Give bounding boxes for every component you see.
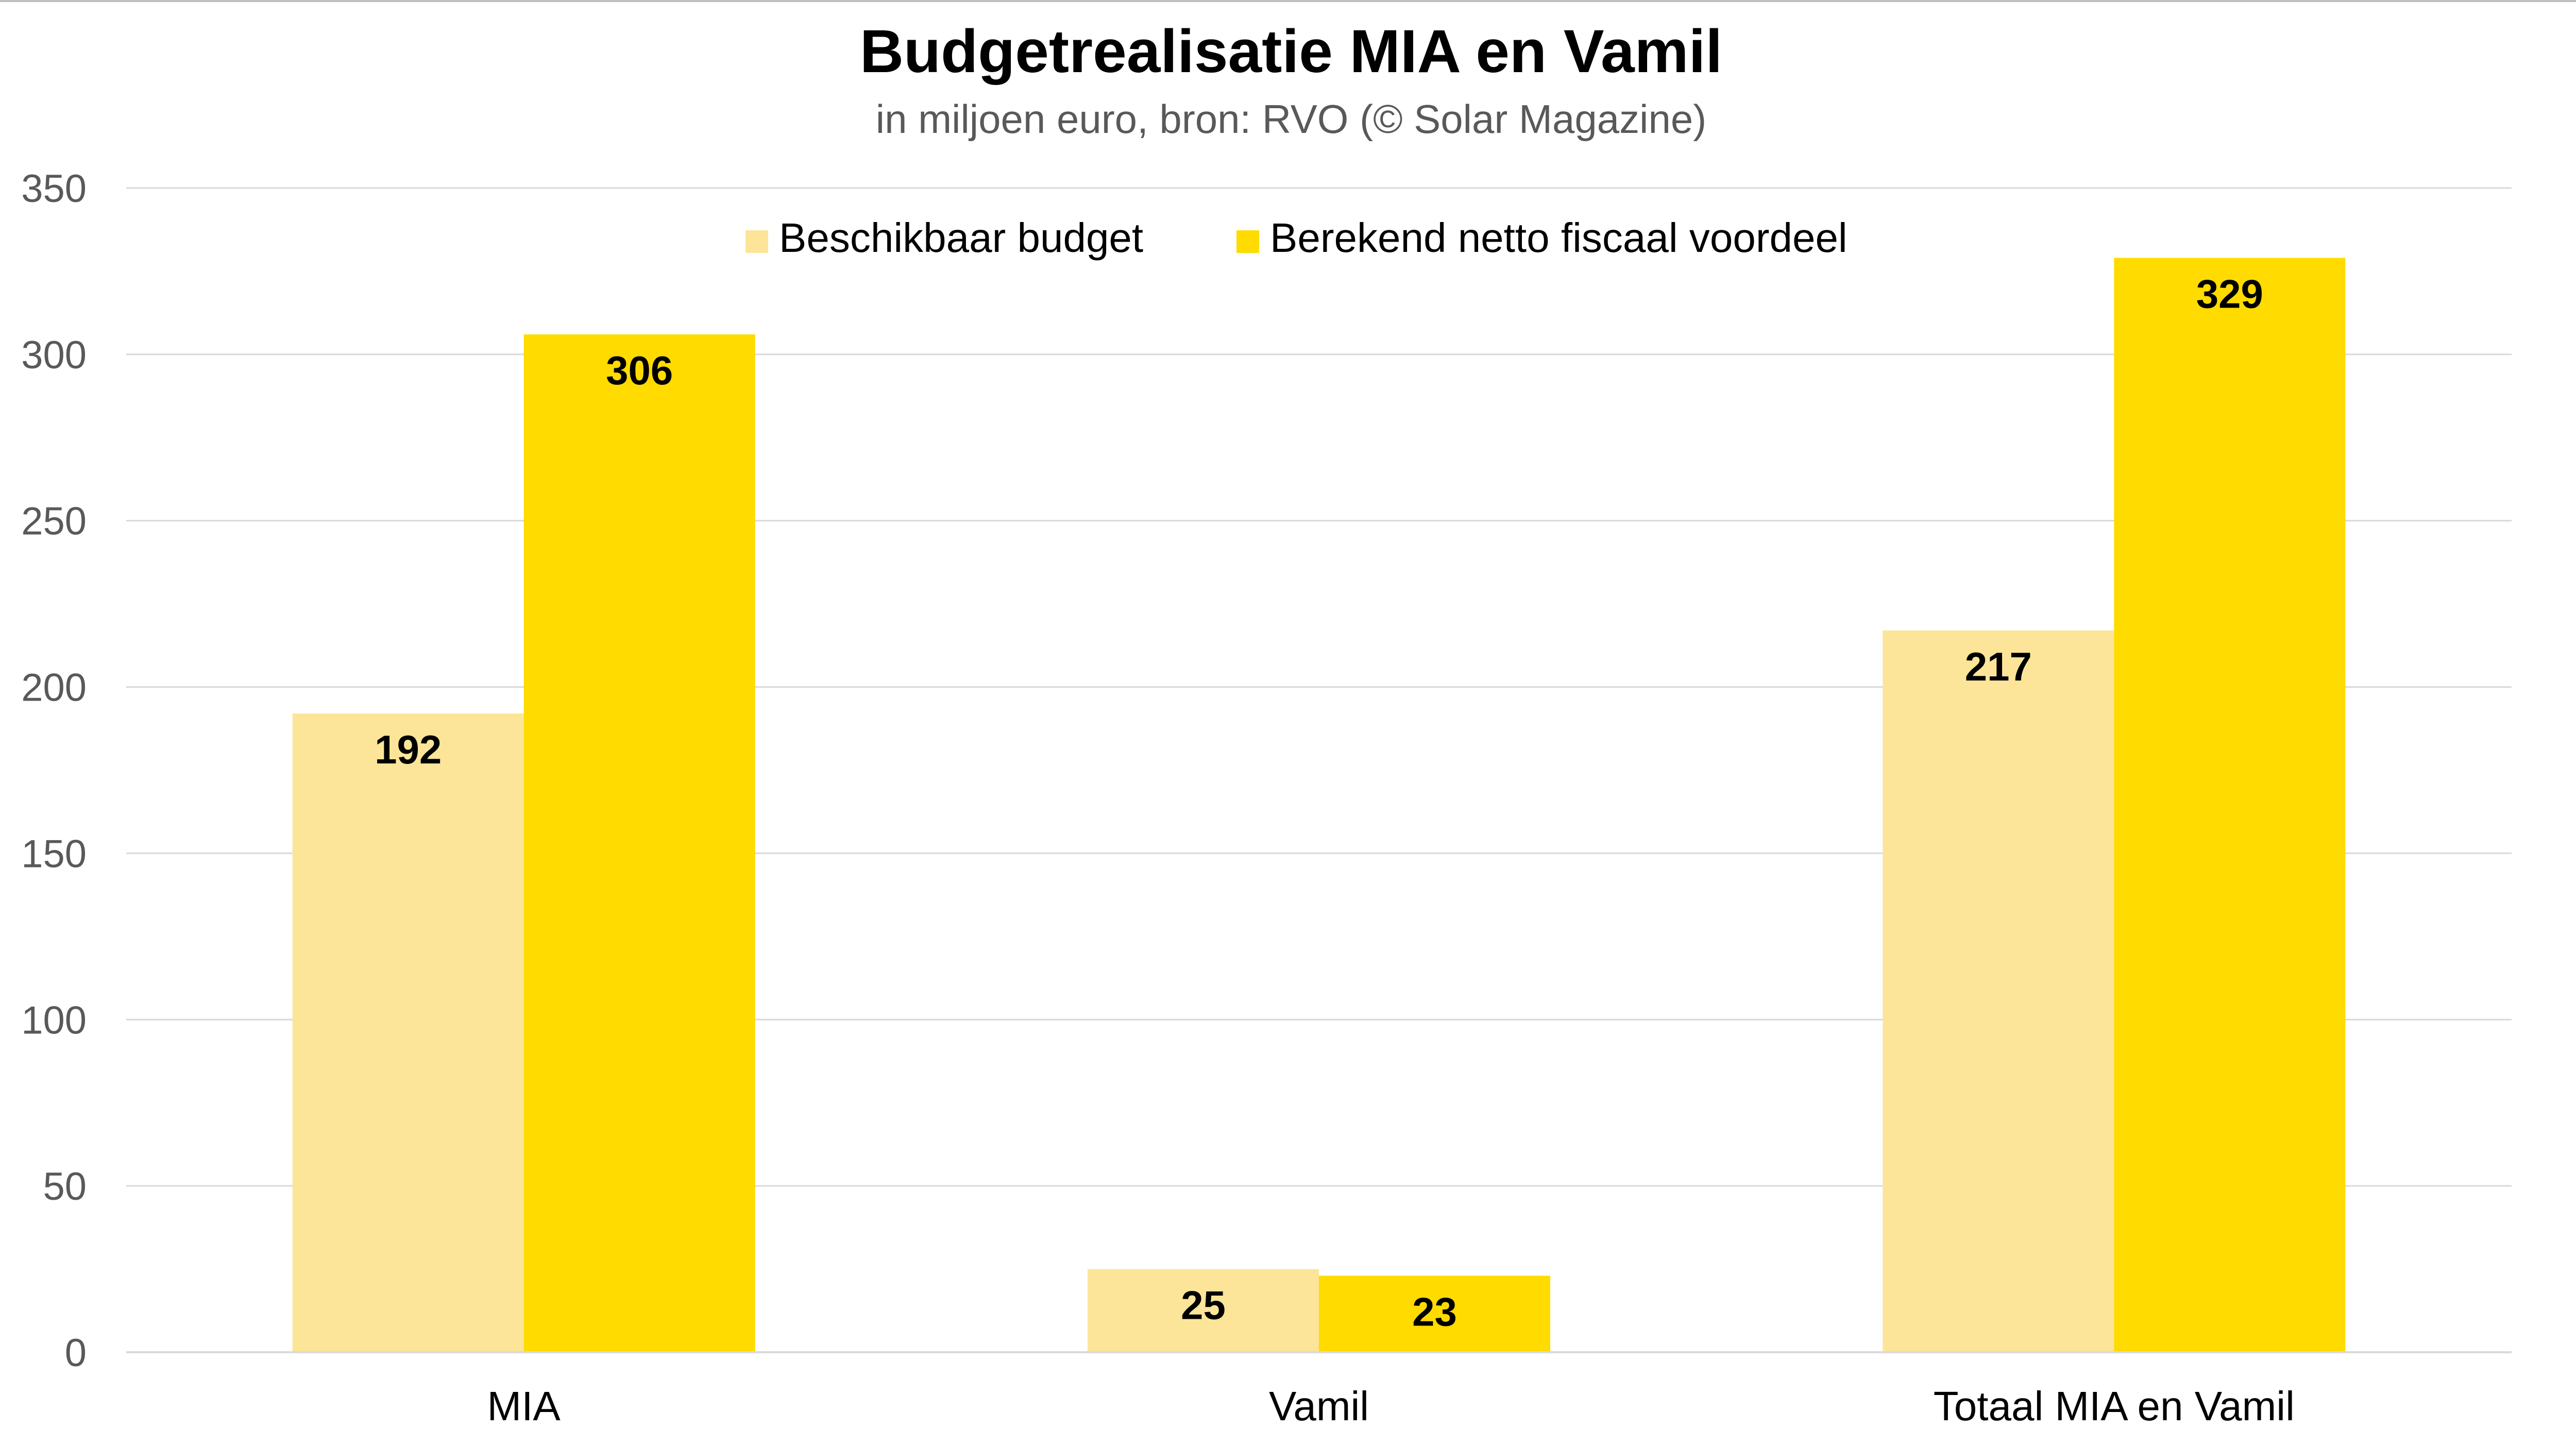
y-tick-label: 100 [21, 998, 87, 1042]
x-axis: MIA Vamil Totaal MIA en Vamil [126, 1351, 2512, 1429]
chart-subtitle: in miljoen euro, bron: RVO (© Solar Maga… [876, 96, 1706, 142]
y-tick-label: 50 [43, 1165, 87, 1209]
legend-label-berekend: Berekend netto fiscaal voordeel [1270, 215, 1848, 261]
data-label: 329 [2196, 271, 2263, 317]
bars: 192 306 25 23 217 329 [292, 258, 2346, 1352]
chart-title: Budgetrealisatie MIA en Vamil [860, 18, 1722, 86]
bar-beschikbaar-2 [1883, 630, 2114, 1352]
x-category-label: Vamil [1269, 1383, 1369, 1429]
bar-berekend-1 [1319, 1275, 1550, 1352]
bar-berekend-0 [523, 334, 755, 1352]
data-label: 217 [1965, 644, 2032, 689]
bar-beschikbaar-0 [292, 713, 524, 1352]
y-tick-label: 250 [21, 500, 87, 543]
x-category-label: MIA [487, 1383, 561, 1429]
y-tick-label: 0 [65, 1331, 87, 1375]
y-axis: 0 50 100 150 200 250 300 350 [21, 167, 87, 1375]
legend-swatch-beschikbaar [745, 230, 768, 253]
y-tick-label: 350 [21, 167, 87, 211]
legend-swatch-berekend [1236, 230, 1259, 253]
data-label: 306 [606, 348, 673, 393]
legend-label-beschikbaar: Beschikbaar budget [779, 215, 1143, 261]
x-category-label: Totaal MIA en Vamil [1934, 1383, 2295, 1429]
data-label: 192 [375, 727, 442, 772]
y-tick-label: 150 [21, 832, 87, 876]
legend: Beschikbaar budget Berekend netto fiscaa… [745, 215, 1848, 261]
data-label: 25 [1181, 1283, 1226, 1328]
y-tick-label: 200 [21, 666, 87, 710]
y-tick-label: 300 [21, 333, 87, 377]
bar-beschikbaar-1 [1088, 1269, 1319, 1352]
bar-berekend-2 [2114, 258, 2346, 1352]
data-label: 23 [1412, 1289, 1457, 1334]
